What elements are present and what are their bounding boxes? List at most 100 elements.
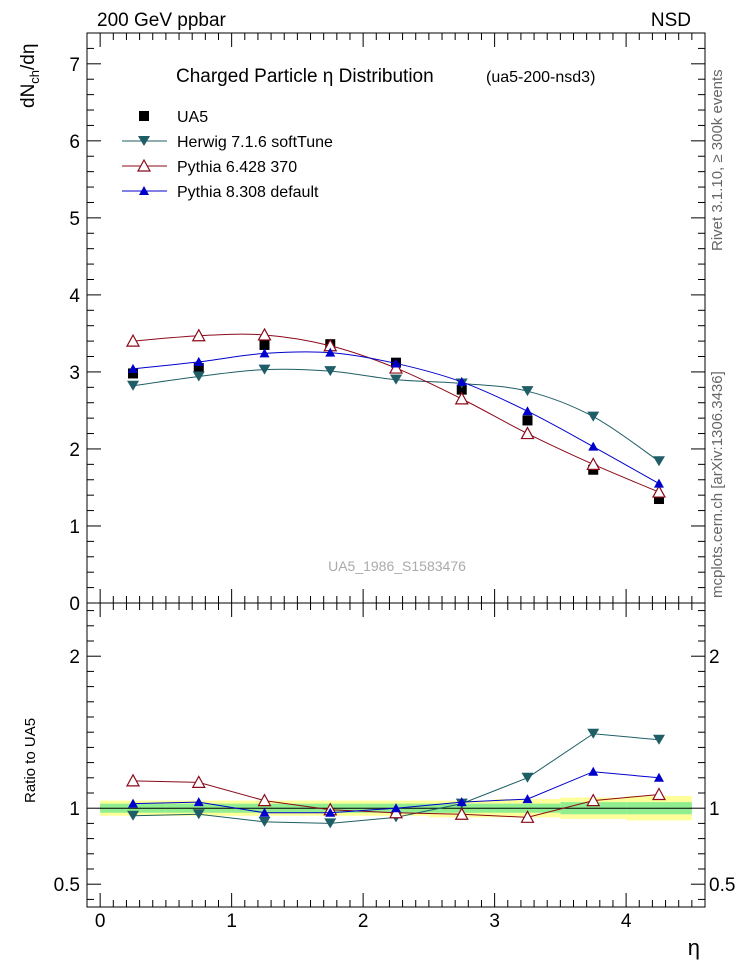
ratio-point-herwig-7-1-6-softtune — [521, 772, 534, 783]
ratio-point-pythia-6-428-370 — [126, 773, 141, 787]
ratio-point-pythia-8-308-default — [456, 797, 467, 807]
ratio-point-pythia-6-428-370 — [651, 787, 666, 801]
ratio-point-pythia-8-308-default — [128, 798, 139, 808]
main-y-tick-label: 6 — [69, 132, 80, 153]
x-tick-label: 3 — [489, 911, 500, 932]
rivet-label: Rivet 3.1.10, ≥ 300k events — [709, 69, 726, 251]
ratio-point-herwig-7-1-6-softtune — [587, 728, 600, 739]
ratio-point-pythia-8-308-default — [259, 807, 270, 817]
data-point-herwig-7-1-6-softtune — [258, 364, 271, 375]
legend-label-ua5: UA5 — [177, 109, 208, 126]
mcplots-label: mcplots.cern.ch [arXiv:1306.3436] — [709, 371, 726, 598]
ratio-y-tick-label-right: 0.5 — [709, 875, 735, 896]
data-point-herwig-7-1-6-softtune — [521, 386, 534, 397]
legend-label-pythia6: Pythia 6.428 370 — [177, 159, 297, 176]
ratio-point-herwig-7-1-6-softtune — [192, 809, 205, 820]
ratio-y-tick-label-right: 2 — [709, 647, 720, 668]
data-point-pythia-8-308-default — [522, 406, 533, 416]
data-point-herwig-7-1-6-softtune — [127, 380, 140, 391]
header-left: 200 GeV ppbar — [97, 10, 227, 31]
data-point-pythia-8-308-default — [193, 356, 204, 366]
data-point-herwig-7-1-6-softtune — [324, 366, 337, 377]
data-point-pythia-8-308-default — [653, 478, 664, 488]
data-point-pythia-6-428-370 — [126, 333, 141, 347]
ratio-point-pythia-8-308-default — [653, 772, 664, 782]
data-point-pythia-6-428-370 — [651, 484, 666, 498]
data-point-pythia-6-428-370 — [586, 457, 601, 470]
header-right: NSD — [651, 10, 691, 31]
main-y-tick-label: 7 — [69, 55, 80, 76]
chart-title: Charged Particle η Distribution — [176, 66, 434, 87]
data-point-ua5 — [456, 384, 467, 395]
series-herwig-7-1-6-softtune — [127, 364, 665, 467]
data-point-herwig-7-1-6-softtune — [390, 374, 402, 385]
main-plot-panel: 0 1 2 3 4 5 6 7 — [69, 32, 706, 615]
series-pythia-8-308-default — [128, 347, 664, 488]
data-point-herwig-7-1-6-softtune — [652, 456, 665, 467]
data-point-pythia-6-428-370 — [388, 360, 404, 374]
main-y-tick-label: 2 — [69, 440, 80, 461]
legend-item-herwig: Herwig 7.1.6 softTune — [122, 134, 333, 151]
legend-item-ua5: UA5 — [139, 109, 208, 126]
x-tick-label: 2 — [358, 911, 369, 932]
data-point-ua5 — [653, 494, 664, 505]
ratio-point-herwig-7-1-6-softtune — [127, 810, 140, 821]
main-y-tick-label: 4 — [69, 286, 80, 307]
data-point-ua5 — [193, 363, 204, 374]
ratio-point-pythia-8-308-default — [193, 797, 204, 807]
ratio-point-pythia-8-308-default — [325, 807, 336, 817]
data-point-pythia-8-308-default — [128, 363, 139, 373]
data-point-pythia-6-428-370 — [454, 391, 469, 405]
main-y-tick-label: 1 — [69, 517, 80, 538]
x-tick-label: 4 — [621, 911, 632, 932]
y-label-base: dN — [18, 84, 39, 108]
legend-item-pythia8: Pythia 8.308 default — [122, 184, 319, 201]
series-pythia-6-428-370 — [126, 327, 666, 498]
ratio-point-pythia-6-428-370 — [454, 807, 469, 820]
data-point-ua5 — [128, 368, 139, 379]
ratio-plot-panel: 0.5 0.5 1 1 2 2 0 1 2 3 4 — [54, 602, 735, 932]
legend-marker-pythia8 — [139, 186, 149, 195]
chart-subtitle: (ua5-200-nsd3) — [486, 69, 595, 86]
legend-marker-ua5 — [139, 111, 149, 121]
ratio-point-pythia-8-308-default — [588, 766, 599, 776]
main-y-tick-label: 3 — [69, 363, 80, 384]
data-point-pythia-8-308-default — [456, 376, 467, 386]
legend-label-pythia8: Pythia 8.308 default — [177, 184, 319, 201]
ratio-point-pythia-6-428-370 — [520, 810, 535, 823]
data-point-pythia-8-308-default — [259, 348, 270, 358]
data-point-ua5 — [259, 339, 270, 350]
main-y-axis-label: dNch/dη — [18, 44, 42, 108]
y-label-sub: ch — [27, 70, 42, 84]
ratio-point-pythia-6-428-370 — [388, 805, 404, 819]
ratio-point-pythia-8-308-default — [522, 794, 533, 804]
ratio-point-herwig-7-1-6-softtune — [652, 734, 665, 745]
ratio-point-pythia-6-428-370 — [257, 793, 272, 807]
data-point-pythia-6-428-370 — [257, 327, 272, 341]
data-point-herwig-7-1-6-softtune — [192, 371, 205, 382]
data-point-herwig-7-1-6-softtune — [587, 411, 600, 422]
ratio-point-herwig-7-1-6-softtune — [324, 818, 337, 829]
x-axis-label: η — [688, 935, 700, 960]
ratio-y-tick-label: 1 — [69, 799, 80, 820]
data-point-pythia-8-308-default — [588, 441, 599, 451]
ratio-y-tick-label: 2 — [69, 647, 80, 668]
ratio-point-herwig-7-1-6-softtune — [258, 816, 271, 827]
x-tick-label: 1 — [226, 911, 237, 932]
y-label-rest: /dη — [18, 44, 39, 70]
analysis-watermark: UA5_1986_S1583476 — [328, 558, 466, 574]
data-point-pythia-8-308-default — [391, 358, 401, 368]
ratio-plot-frame — [86, 602, 706, 908]
main-y-tick-label: 5 — [69, 209, 80, 230]
legend-label-herwig: Herwig 7.1.6 softTune — [177, 134, 333, 151]
legend-marker-pythia6 — [136, 158, 152, 172]
ratio-y-axis-label: Ratio to UA5 — [22, 718, 39, 803]
main-y-tick-label: 0 — [69, 594, 80, 615]
legend-marker-herwig — [138, 136, 150, 146]
ratio-point-pythia-8-308-default — [391, 803, 401, 813]
data-point-pythia-6-428-370 — [191, 328, 206, 342]
ratio-y-tick-label-right: 1 — [709, 799, 720, 820]
ratio-y-tick-label: 0.5 — [54, 875, 80, 896]
data-point-pythia-8-308-default — [325, 347, 336, 357]
